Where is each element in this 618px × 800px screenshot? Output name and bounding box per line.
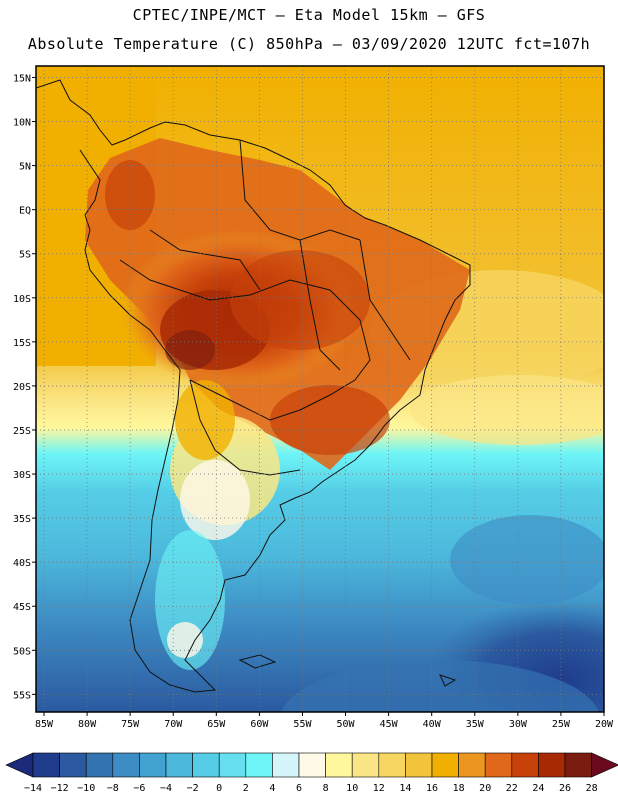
lon-label: 70W: [164, 719, 183, 730]
lat-label: EQ: [19, 206, 31, 217]
lon-label: 65W: [207, 719, 226, 730]
colorbar: −14 −12 −10 −8 −6 −4 −2 0 2 4 6 8 10 12 14 16 18 20 22 24 26…: [5, 752, 618, 794]
lon-label: 25W: [552, 719, 571, 730]
lat-label: 25S: [13, 426, 31, 437]
colorbar-tick-label: 6: [296, 783, 302, 794]
colorbar-cell: [405, 752, 433, 778]
colorbar-tick-label: 18: [453, 783, 465, 794]
colorbar-tick-label: 28: [586, 783, 598, 794]
lon-label: 45W: [380, 719, 399, 730]
lon-label: 55W: [293, 719, 312, 730]
colorbar-cell: [431, 752, 459, 778]
colorbar-tick-label: −2: [187, 783, 199, 794]
temperature-field: [36, 66, 604, 712]
lat-label: 45S: [13, 602, 31, 613]
colorbar-cell: [139, 752, 167, 778]
lat-label: 15N: [13, 73, 31, 84]
colorbar-cell: [564, 752, 592, 778]
lat-label: 10S: [13, 294, 31, 305]
colorbar-tick-label: 10: [346, 783, 358, 794]
longitude-labels: 85W 80W 75W 70W 65W 60W 55W 50W 45W 40W 35W 30W 25W 2…: [35, 712, 614, 730]
lat-label: 35S: [13, 514, 31, 525]
lat-label: 30S: [13, 470, 31, 481]
colorbar-tick-label: −10: [77, 783, 95, 794]
graticule: [36, 66, 605, 712]
colorbar-min-arrow: [5, 752, 34, 778]
colorbar-cell: [484, 752, 513, 778]
colorbar-tick-label: 24: [532, 783, 544, 794]
colorbar-cell: [458, 752, 486, 778]
colorbar-tick-label: 26: [559, 783, 571, 794]
colorbar-cell: [32, 752, 60, 778]
colorbar-tick-label: 12: [373, 783, 385, 794]
lon-label: 20W: [595, 719, 614, 730]
lat-label: 5N: [19, 162, 31, 173]
map-frame: [35, 65, 605, 713]
colorbar-cell: [351, 752, 380, 778]
coastlines: [36, 79, 471, 693]
lat-label: 40S: [13, 558, 31, 569]
lat-label: 50S: [13, 646, 31, 657]
colorbar-tick-label: −12: [51, 783, 69, 794]
colorbar-tick-label: −8: [107, 783, 119, 794]
colorbar-cell: [192, 752, 220, 778]
colorbar-cell: [378, 752, 406, 778]
lat-label: 20S: [13, 382, 31, 393]
lon-label: 30W: [509, 719, 528, 730]
lon-label: 80W: [78, 719, 97, 730]
colorbar-tick-label: −4: [160, 783, 172, 794]
colorbar-cell: [245, 752, 273, 778]
lon-label: 40W: [423, 719, 442, 730]
lat-label: 55S: [13, 690, 31, 701]
colorbar-max-arrow: [591, 752, 618, 778]
colorbar-tick-label: 8: [323, 783, 329, 794]
lon-label: 35W: [466, 719, 485, 730]
colorbar-tick-label: 22: [506, 783, 518, 794]
map-subtitle: Absolute Temperature (C) 850hPa – 03/09/…: [27, 35, 591, 53]
lat-label: 10N: [13, 118, 31, 129]
latitude-labels: 15N 10N 5N EQ 5S 10S 15S 20S 25S 30S 35S 40S 45S 50S 5…: [13, 73, 36, 701]
map-title: CPTEC/INPE/MCT – Eta Model 15km – GFS: [132, 6, 486, 24]
lon-label: 85W: [35, 719, 54, 730]
lat-label: 15S: [13, 338, 31, 349]
lon-label: 75W: [121, 719, 140, 730]
colorbar-cell: [85, 752, 114, 778]
colorbar-tick-label: −14: [24, 783, 42, 794]
colorbar-tick-label: 16: [426, 783, 438, 794]
colorbar-cell: [272, 752, 300, 778]
colorbar-tick-label: 14: [399, 783, 411, 794]
lon-label: 50W: [337, 719, 356, 730]
lon-label: 60W: [250, 719, 269, 730]
colorbar-cell: [165, 752, 193, 778]
colorbar-cell: [325, 752, 353, 778]
colorbar-cell: [538, 752, 566, 778]
colorbar-tick-label: 4: [269, 783, 275, 794]
colorbar-cell: [218, 752, 247, 778]
colorbar-cell: [112, 752, 140, 778]
colorbar-cell: [298, 752, 326, 778]
colorbar-tick-label: −6: [133, 783, 145, 794]
colorbar-tick-label: 2: [243, 783, 249, 794]
colorbar-cell: [511, 752, 539, 778]
colorbar-tick-label: 20: [479, 783, 491, 794]
temperature-map: 15N 10N 5N EQ 5S 10S 15S 20S 25S 30S 35S 40S 45S 50S 5…: [13, 65, 614, 730]
colorbar-cell: [59, 752, 87, 778]
lat-label: 5S: [19, 250, 31, 261]
colorbar-tick-label: 0: [216, 783, 222, 794]
